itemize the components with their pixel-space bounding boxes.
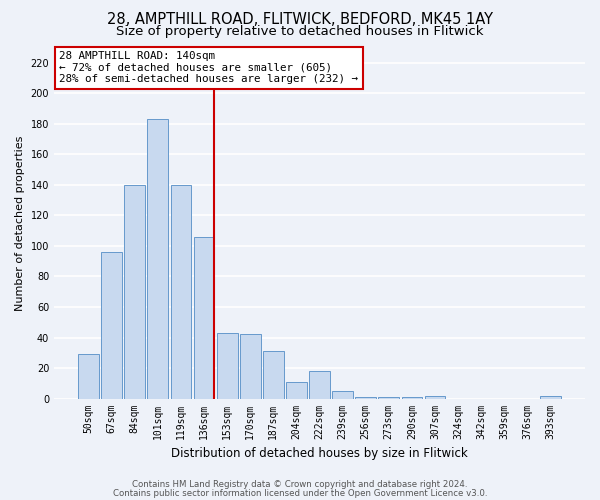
Bar xyxy=(332,391,353,398)
Bar xyxy=(309,371,330,398)
Bar xyxy=(540,396,561,398)
Bar xyxy=(101,252,122,398)
Bar xyxy=(170,185,191,398)
Text: 28, AMPTHILL ROAD, FLITWICK, BEDFORD, MK45 1AY: 28, AMPTHILL ROAD, FLITWICK, BEDFORD, MK… xyxy=(107,12,493,28)
Bar xyxy=(379,397,399,398)
Bar xyxy=(425,396,445,398)
Text: Contains public sector information licensed under the Open Government Licence v3: Contains public sector information licen… xyxy=(113,488,487,498)
Text: Contains HM Land Registry data © Crown copyright and database right 2024.: Contains HM Land Registry data © Crown c… xyxy=(132,480,468,489)
Bar xyxy=(355,397,376,398)
Text: Size of property relative to detached houses in Flitwick: Size of property relative to detached ho… xyxy=(116,25,484,38)
Bar xyxy=(78,354,99,399)
Bar xyxy=(240,334,260,398)
Text: 28 AMPTHILL ROAD: 140sqm
← 72% of detached houses are smaller (605)
28% of semi-: 28 AMPTHILL ROAD: 140sqm ← 72% of detach… xyxy=(59,51,358,84)
Bar xyxy=(401,397,422,398)
Bar xyxy=(263,351,284,399)
Bar xyxy=(148,119,168,398)
Bar xyxy=(286,382,307,398)
Y-axis label: Number of detached properties: Number of detached properties xyxy=(15,136,25,310)
X-axis label: Distribution of detached houses by size in Flitwick: Distribution of detached houses by size … xyxy=(171,447,468,460)
Bar xyxy=(217,333,238,398)
Bar xyxy=(194,237,214,398)
Bar xyxy=(124,185,145,398)
